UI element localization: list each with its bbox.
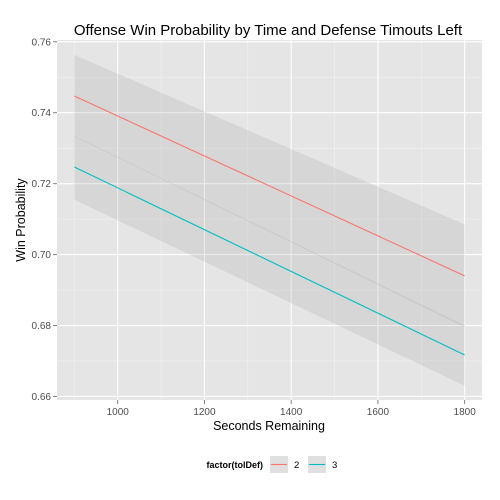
grid-minor (57, 40, 482, 400)
y-tick-label: 0.74 (32, 108, 52, 119)
x-axis-label: Seconds Remaining (213, 419, 325, 433)
y-tick-label: 0.70 (32, 250, 52, 261)
y-tick-label: 0.72 (32, 179, 52, 190)
y-tick-label: 0.76 (32, 37, 52, 48)
grid-major (57, 40, 482, 400)
x-tick-label: 1800 (454, 407, 477, 418)
legend: factor(tolDef) 2 3 (207, 456, 337, 473)
x-axis: 1000 1200 1400 1600 1800 (107, 400, 477, 418)
x-tick-label: 1000 (107, 407, 130, 418)
legend-label-3: 3 (332, 460, 337, 471)
confidence-band-2 (74, 54, 465, 328)
y-axis-label: Win Probability (14, 178, 28, 262)
legend-label-2: 2 (294, 460, 299, 471)
legend-title: factor(tolDef) (207, 460, 264, 470)
series-lines (74, 95, 465, 356)
x-tick-label: 1400 (280, 407, 303, 418)
chart-title: Offense Win Probability by Time and Defe… (74, 22, 463, 39)
x-tick-label: 1200 (193, 407, 216, 418)
series-line-2 (74, 95, 465, 277)
y-tick-label: 0.68 (32, 321, 52, 332)
y-tick-label: 0.66 (32, 392, 52, 403)
x-tick-label: 1600 (367, 407, 390, 418)
series-line-3 (74, 166, 465, 356)
plot-panel (57, 40, 482, 400)
y-axis: 0.66 0.68 0.70 0.72 0.74 0.76 (32, 37, 57, 403)
